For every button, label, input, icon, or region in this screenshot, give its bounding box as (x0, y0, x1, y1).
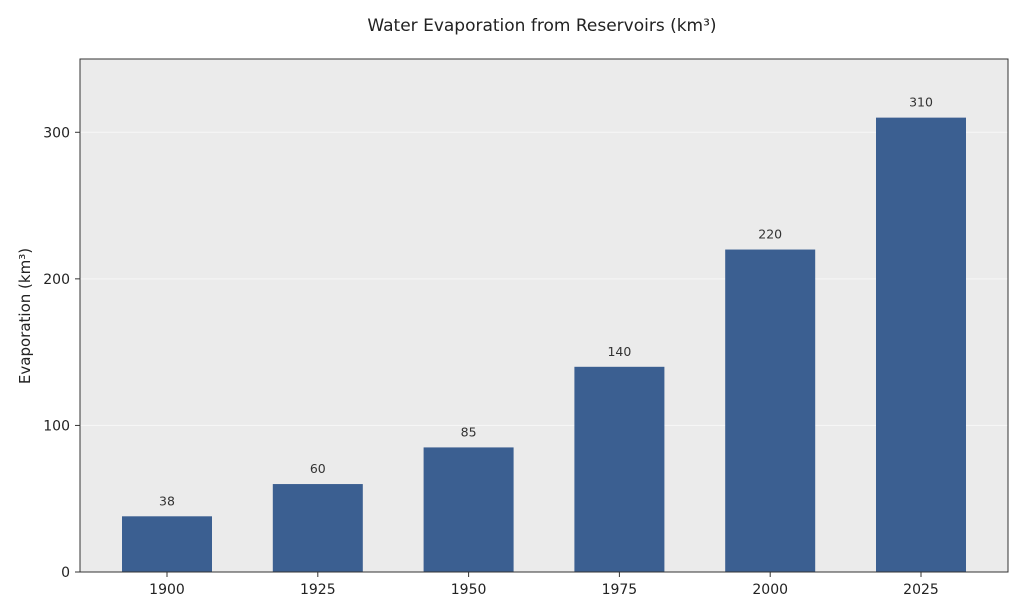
x-tick-label-1925: 1925 (300, 582, 336, 598)
bar-1950 (423, 447, 514, 572)
data-label-1975: 140 (607, 344, 631, 359)
bar-2025 (876, 117, 966, 572)
x-tick-label-2000: 2000 (752, 582, 788, 598)
y-axis-label: Evaporation (km³) (16, 248, 34, 384)
plot-frame (79, 58, 1009, 573)
data-label-1950: 85 (461, 424, 477, 439)
data-label-1925: 60 (310, 461, 326, 476)
x-tick-label-1975: 1975 (602, 582, 638, 598)
y-axis-ticks: 0 100 200 300 (43, 125, 80, 581)
bar-2000 (725, 249, 816, 573)
x-axis-ticks: 1900 1925 1950 1975 2000 2025 (149, 572, 939, 598)
x-tick-label-2025: 2025 (903, 582, 939, 598)
gridlines (80, 131, 1008, 426)
y-tick-label-300: 300 (43, 125, 70, 141)
chart-title: Water Evaporation from Reservoirs (km³) (367, 16, 716, 36)
x-tick-label-1900: 1900 (149, 582, 185, 598)
bars (122, 117, 966, 573)
x-tick-label-1950: 1950 (451, 582, 487, 598)
bar-1975 (574, 366, 665, 572)
y-tick-label-200: 200 (43, 272, 70, 288)
y-tick-label-100: 100 (43, 418, 70, 434)
data-label-2025: 310 (909, 95, 933, 110)
data-label-1900: 38 (159, 493, 175, 508)
data-label-2000: 220 (758, 227, 782, 242)
bar-1900 (122, 516, 212, 572)
bar-1925 (272, 484, 363, 572)
y-tick-label-0: 0 (61, 565, 70, 581)
plot-area (80, 59, 1008, 572)
data-labels: 38 60 85 140 220 310 (159, 95, 933, 509)
